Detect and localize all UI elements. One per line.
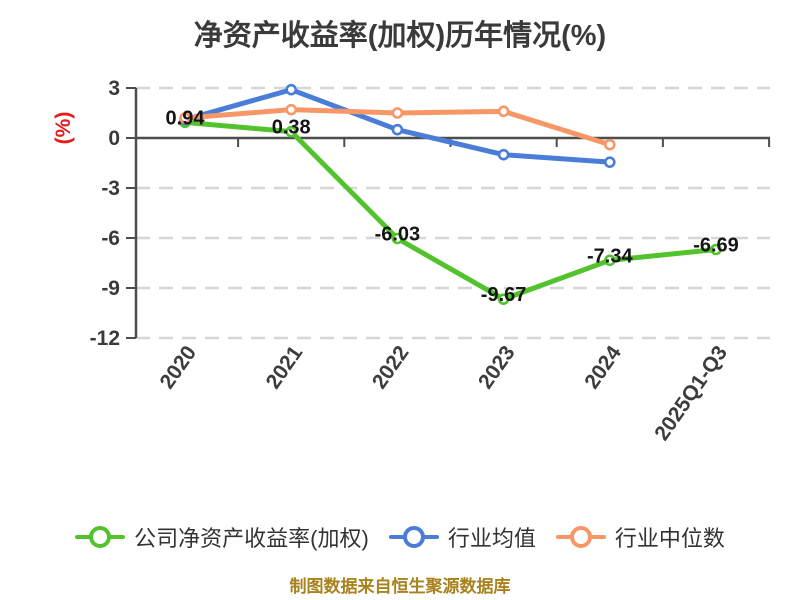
data-point-series-1 bbox=[391, 123, 404, 136]
y-axis-name: (%) bbox=[52, 112, 75, 145]
data-point-series-1 bbox=[285, 83, 298, 96]
x-tick-label: 2025Q1-Q3 bbox=[650, 342, 732, 445]
data-point-label: 0.94 bbox=[166, 107, 206, 129]
data-point-label: -6.69 bbox=[693, 235, 739, 257]
y-tick-label: -12 bbox=[90, 327, 120, 350]
data-point-series-0 bbox=[603, 254, 616, 267]
chart-legend: 公司净资产收益率(加权) 行业均值 行业中位数 bbox=[0, 521, 800, 553]
legend-line-dot-icon bbox=[555, 526, 606, 548]
data-point-series-0 bbox=[391, 232, 404, 245]
legend-label: 公司净资产收益率(加权) bbox=[134, 526, 369, 551]
series-line-0 bbox=[182, 119, 719, 302]
x-tick-label: 2021 bbox=[262, 341, 308, 393]
y-tick-label: 3 bbox=[108, 77, 120, 100]
legend-item-industry-median[interactable]: 行业中位数 bbox=[555, 521, 725, 553]
y-tick-label: 0 bbox=[108, 127, 120, 150]
data-point-series-1 bbox=[603, 156, 616, 168]
data-point-series-0 bbox=[285, 125, 298, 138]
legend-label: 行业均值 bbox=[447, 526, 536, 551]
x-tick-label: 2023 bbox=[474, 342, 520, 393]
data-point-series-0 bbox=[497, 293, 510, 305]
data-point-series-2 bbox=[603, 138, 616, 151]
plot-area: 3 0 -3 -6 -9 -12 (%) 2020 2021 2022 2023 2024 2025Q1… bbox=[52, 77, 771, 445]
legend-label: 行业中位数 bbox=[614, 526, 725, 551]
data-point-label: -9.67 bbox=[481, 284, 527, 306]
legend-line-dot-icon bbox=[75, 526, 126, 548]
data-point-label: -7.34 bbox=[587, 245, 633, 267]
y-tick-label: -3 bbox=[101, 177, 120, 200]
x-tick-label: 2024 bbox=[580, 341, 626, 393]
data-point-label: 0.38 bbox=[272, 117, 311, 139]
data-point-series-2 bbox=[497, 105, 510, 118]
data-point-label: -6.03 bbox=[375, 224, 421, 246]
data-point-series-2 bbox=[285, 103, 298, 116]
y-tick-label: -6 bbox=[101, 227, 120, 250]
legend-item-company-roe[interactable]: 公司净资产收益率(加权) bbox=[75, 521, 369, 553]
legend-line-dot-icon bbox=[388, 526, 439, 548]
x-tick-label: 2020 bbox=[155, 342, 201, 393]
data-point-series-2 bbox=[179, 112, 191, 124]
y-tick-label: -9 bbox=[101, 277, 120, 300]
legend-item-industry-mean[interactable]: 行业均值 bbox=[388, 521, 536, 553]
chart-title: 净资产收益率(加权)历年情况(%) bbox=[193, 20, 607, 52]
data-point-series-2 bbox=[391, 107, 404, 119]
x-tick-label: 2022 bbox=[368, 342, 414, 393]
data-source-note: 制图数据来自恒生聚源数据库 bbox=[289, 577, 511, 596]
data-point-series-1 bbox=[497, 148, 510, 161]
data-point-series-0 bbox=[710, 243, 722, 256]
